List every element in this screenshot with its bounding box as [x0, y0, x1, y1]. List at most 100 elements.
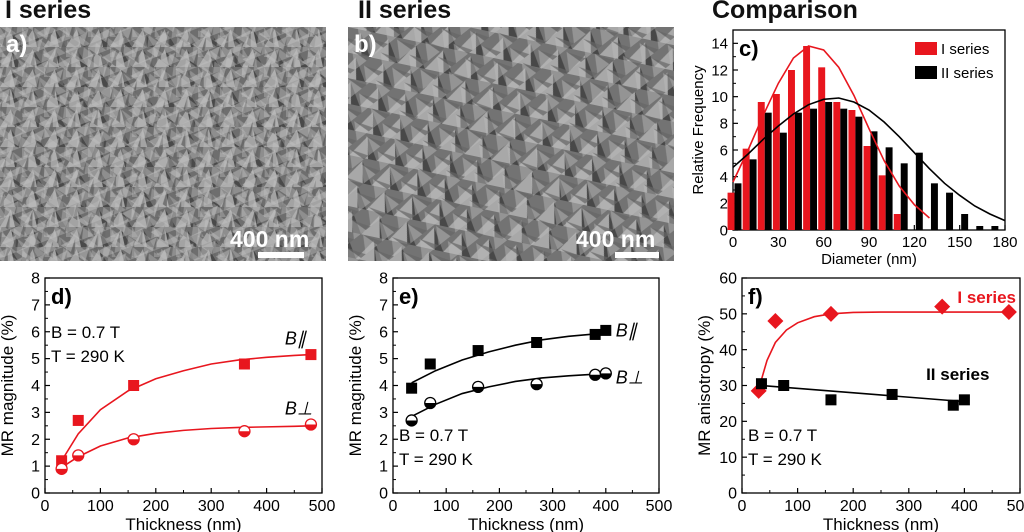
bar-i-series [742, 148, 750, 230]
x-tick-label: 300 [895, 498, 922, 515]
x-axis-label: Thickness (nm) [823, 515, 939, 532]
x-tick-label: 500 [1007, 498, 1024, 515]
series-label-b-parallel: B∥ [616, 320, 639, 340]
data-point-b-parallel [128, 380, 140, 391]
data-point-b-parallel [238, 358, 250, 370]
y-tick-label: 4 [720, 169, 728, 186]
x-tick-label: 500 [309, 498, 336, 515]
bar-i-series [727, 192, 735, 230]
y-tick-label: 2 [720, 196, 728, 213]
annotation-field: B = 0.7 T [51, 323, 120, 342]
fit-curve-perpendicular [411, 373, 606, 418]
sem-image-b: b) 400 nm [348, 27, 674, 261]
series-label-b-parallel: B∥ [285, 329, 308, 349]
series-label-i-series: I series [957, 288, 1016, 307]
x-tick-label: 100 [784, 498, 811, 515]
panel-letter-f: f) [748, 284, 763, 309]
data-point-b-parallel [56, 455, 68, 467]
y-tick-label: 7 [379, 297, 388, 314]
y-tick-label: 3 [31, 405, 40, 422]
data-point-b-parallel [305, 349, 317, 361]
y-tick-label: 30 [719, 378, 737, 395]
legend-label-i-series: I series [941, 41, 989, 58]
y-axis-label: MR magnitude (%) [346, 315, 365, 457]
y-tick-label: 60 [719, 271, 737, 288]
y-tick-label: 0 [31, 486, 40, 503]
data-point-b-parallel [531, 337, 543, 348]
x-tick-label: 100 [433, 498, 460, 515]
bar-ii-series [749, 159, 757, 230]
data-point-b-parallel [72, 414, 84, 426]
annotation-temperature: T = 290 K [51, 347, 126, 366]
fit-curve-parallel [60, 353, 311, 462]
panel-letter-a: a) [6, 31, 28, 58]
data-point-b-parallel [406, 382, 418, 394]
data-point-b-perpendicular [55, 462, 68, 475]
y-tick-label: 40 [719, 342, 737, 359]
y-tick-label: 3 [379, 405, 388, 422]
header-i-series: I series [5, 0, 92, 24]
bar-ii-series [976, 226, 984, 230]
fit-curve-i-series [732, 45, 930, 219]
series-label-b-perpendicular: B⊥ [616, 367, 644, 387]
data-point-b-perpendicular [304, 418, 318, 431]
annotation-field: B = 0.7 T [748, 426, 817, 445]
x-tick-label: 60 [815, 234, 832, 251]
x-tick-label: 180 [992, 234, 1017, 251]
scalebar-label-a: 400 nm [230, 226, 310, 252]
data-point-b-perpendicular [238, 425, 251, 438]
data-point-i-series [822, 305, 839, 322]
bar-ii-series [961, 214, 969, 230]
bar-i-series [878, 175, 886, 230]
data-point-b-parallel [472, 345, 484, 357]
y-tick-label: 0 [379, 486, 388, 503]
panel-letter-b: b) [354, 31, 377, 58]
bar-i-series [788, 70, 795, 230]
y-tick-label: 6 [720, 142, 728, 159]
legend-swatch-ii-series [915, 66, 937, 79]
legend-swatch-i-series [915, 42, 937, 55]
bar-ii-series [946, 192, 954, 230]
plot-frame-f [741, 277, 1021, 494]
bar-ii-series [885, 147, 893, 230]
x-tick-label: 0 [729, 234, 737, 251]
data-point-ii-series [778, 380, 790, 391]
sem-image-a: a) 400 nm [0, 27, 326, 261]
data-point-b-perpendicular [127, 433, 140, 446]
sem-texture-a [0, 27, 326, 261]
data-point-b-perpendicular [72, 449, 85, 462]
x-tick-label: 400 [253, 498, 280, 515]
plot-frame-c [732, 29, 1006, 231]
x-tick-label: 120 [902, 234, 927, 251]
data-point-ii-series [755, 378, 767, 390]
bar-i-series [757, 102, 765, 230]
data-point-ii-series [958, 394, 970, 406]
fit-curve-i-series [757, 311, 1009, 390]
data-point-b-perpendicular [589, 368, 602, 381]
x-tick-label: 0 [738, 498, 747, 515]
bar-ii-series [794, 112, 802, 230]
y-tick-label: 0 [720, 222, 728, 239]
bar-ii-series [991, 226, 999, 230]
y-tick-label: 20 [719, 414, 737, 431]
data-point-i-series [767, 313, 784, 329]
y-tick-label: 6 [31, 324, 40, 341]
bar-i-series [818, 67, 826, 230]
x-tick-label: 500 [646, 498, 673, 515]
bar-i-series [893, 214, 901, 230]
bar-i-series [803, 46, 811, 230]
x-tick-label: 200 [840, 498, 867, 515]
data-point-i-series [934, 298, 951, 315]
data-point-b-perpendicular [424, 396, 437, 410]
x-tick-label: 400 [951, 498, 978, 515]
y-axis-label: MR magnitude (%) [0, 315, 17, 457]
x-tick-label: 300 [539, 498, 566, 515]
data-point-b-parallel [424, 358, 436, 370]
bar-ii-series [764, 112, 772, 230]
sem-texture-b [348, 27, 674, 261]
y-axis-label: Relative Frequency [690, 65, 707, 195]
y-tick-label: 5 [31, 351, 40, 368]
x-tick-label: 90 [861, 234, 878, 251]
panel-letter-d: d) [51, 284, 72, 309]
bar-ii-series [825, 102, 833, 230]
